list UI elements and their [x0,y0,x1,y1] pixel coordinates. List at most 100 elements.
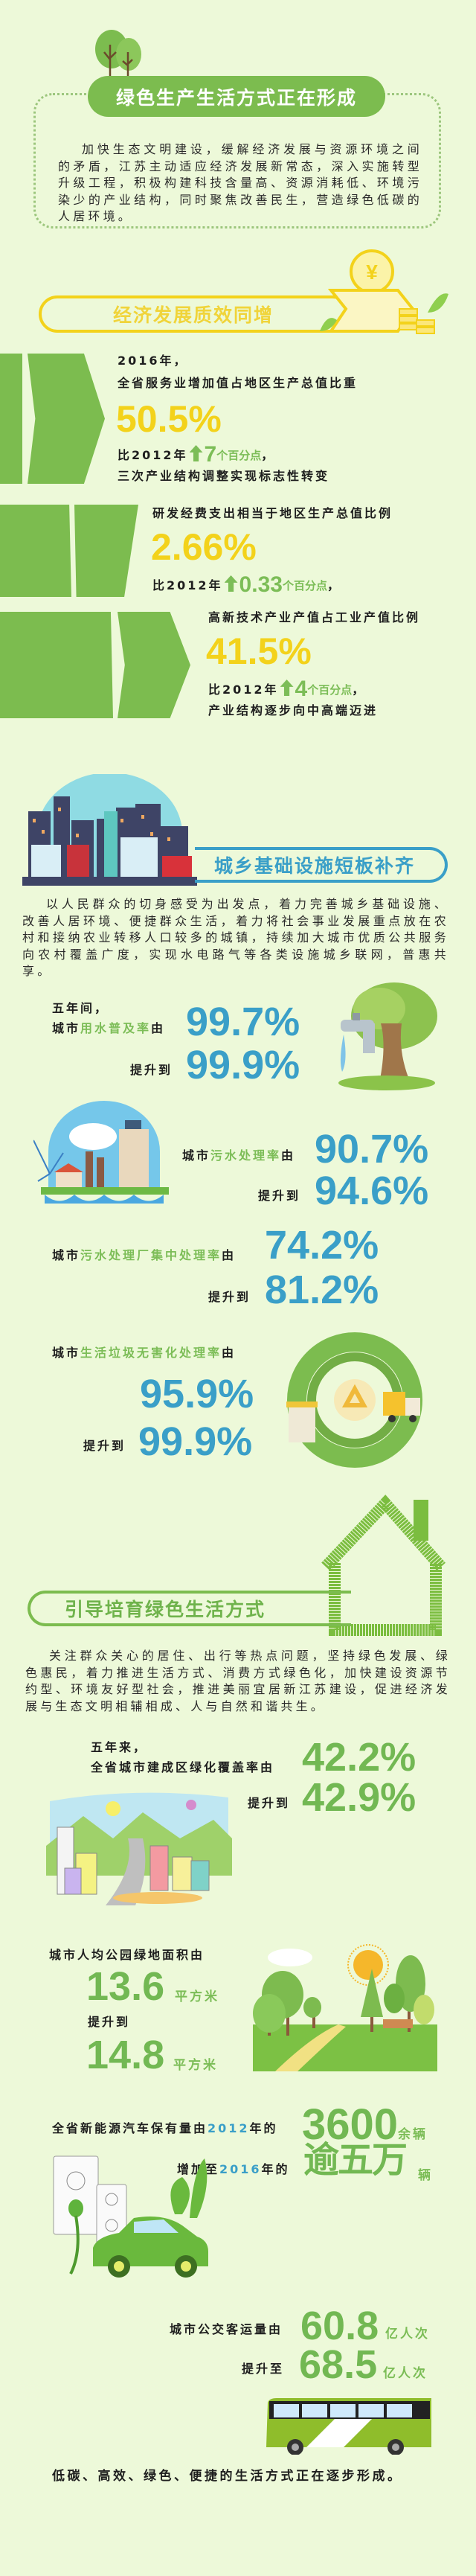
stat-label: 全省服务业增加值占地区生产总值比重 [118,376,358,390]
infrastructure-title: 城乡基础设施短板补齐 [214,855,416,877]
tap-tree-illustration [338,982,437,1090]
up-label: 增加至 [177,2162,220,2176]
economy-title: 经济发展质效同增 [113,304,274,326]
year-label: 2016 [219,2162,262,2176]
label-suffix: 由 [151,1021,166,1035]
label-prefix: 城市 [52,1346,81,1360]
stat-intro: 五年来， [91,1740,148,1754]
stat-note: 三次产业结构调整实现标志性转变 [118,469,330,483]
stat-note: 产业结构逐步向中高端迈进 [208,703,379,717]
unit-label: 余辆 [398,2127,428,2142]
stat-label: 城市生活垃圾无害化处理率由 [52,1345,236,1361]
delta-value: 4 [295,677,308,701]
stat-intro: 五年间， [52,1001,109,1015]
stat-label: 城市用水普及率由 [52,1020,165,1037]
park-illustration [253,1944,437,2071]
compare-label: 比2012年 [118,448,188,462]
delta-unit: 个百分点 [282,579,327,592]
yuan-symbol: ¥ [366,261,378,284]
year-label: 2012 [208,2121,250,2135]
stat-compare: 比2012年 0.33个百分点， [152,572,341,597]
electric-car-illustration [53,2155,208,2278]
label-suffix: 由 [281,1148,296,1163]
unit-label: 亿人次 [383,2366,428,2381]
page-title: 绿色生产生活方式正在形成 [115,86,357,109]
to-value: 42.9% [302,1775,416,1820]
from-value: 42.2% [302,1735,416,1780]
stat-label: 城市污水处理厂集中处理率由 [52,1247,236,1264]
from-value: 3600 [302,2100,399,2149]
from-value: 60.8 [300,2304,379,2348]
label-key: 污水处理厂集中处理率 [80,1248,222,1262]
to-value: 94.6% [315,1169,429,1213]
from-value: 74.2% [265,1223,379,1268]
stat-compare: 比2012年 4个百分点， [208,677,367,701]
label-prefix: 城市 [52,1021,81,1035]
main-title-banner: 绿色生产生活方式正在形成 [88,76,385,117]
up-label: 提升到 [83,1439,126,1453]
unit-label: 辆 [418,2168,433,2183]
green-life-paragraph: 关注群众关心的居住、出行等热点问题，坚持绿色发展、绿色惠民，着力推进生活方式、消… [25,1649,451,1713]
chevron-strip [0,612,113,718]
label-suffix: 年的 [249,2121,278,2135]
stat-label: 城市人均公园绿地面积由 [49,1948,205,1962]
delta-unit: 个百分点 [216,449,262,462]
label-suffix: 年的 [261,2162,290,2176]
stat-label: 高新技术产业产值占工业产值比例 [208,610,421,624]
stat-value: 41.5% [206,630,312,672]
stat-label: 增加至2016年的 [177,2161,290,2178]
infrastructure-section-title: 城乡基础设施短板补齐 [195,847,448,883]
label-prefix: 城市 [52,1248,81,1262]
comma: ， [261,448,276,462]
label-suffix: 由 [222,1248,237,1262]
unit-label: 平方米 [173,2058,218,2073]
trees-icon [95,30,141,83]
intro-paragraph: 加快生态文明建设，缓解经济发展与资源环境之间的矛盾，江苏主动适应经济发展新常态，… [58,142,422,223]
slanted-strip [74,505,138,597]
stat-compare: 比2012年 7个百分点， [118,442,276,467]
money-coins-icon: ¥ [320,249,448,334]
chevron-arrow [28,354,105,484]
up-label: 提升到 [130,1063,173,1077]
stat-label: 全省新能源汽车保有量由2012年的 [52,2120,278,2137]
chevron-arrow [118,612,190,718]
to-value: 14.8 [86,2033,165,2077]
stat-label: 城市污水处理率由 [182,1148,295,1164]
stat-value: 2.66% [151,526,257,568]
comma: ， [352,683,367,697]
label-key: 污水处理率 [210,1148,282,1163]
delta-value: 7 [204,442,217,467]
green-life-title: 引导培育绿色生活方式 [65,1599,266,1620]
from-value: 13.6 [86,1964,165,2009]
compare-label: 比2012年 [152,578,223,592]
to-value: 99.9% [138,1419,253,1464]
from-value: 90.7% [315,1127,429,1172]
infrastructure-paragraph: 以人民群众的切身感受为出发点，着力完善城乡基础设施、改善人居环境、便捷群众生活，… [22,897,449,978]
label-suffix: 由 [222,1346,237,1360]
stat-value: 50.5% [116,398,222,440]
green-city-illustration [46,1792,232,1905]
up-label: 提升到 [248,1796,291,1810]
bus-illustration [266,2398,431,2455]
delta-value: 0.33 [239,572,283,597]
compare-label: 比2012年 [208,683,279,697]
up-arrow-icon [280,680,294,696]
closing-statement: 低碳、高效、绿色、便捷的生活方式正在逐步形成。 [52,2469,403,2484]
delta-unit: 个百分点 [307,683,353,697]
up-arrow-icon [224,575,238,592]
to-value: 逾五万 [303,2139,408,2181]
chevron-strip [0,354,22,484]
up-label: 提升到 [258,1189,301,1203]
from-value: 95.9% [140,1372,254,1416]
green-life-section-title: 引导培育绿色生活方式 [28,1591,351,1626]
recycle-icon [341,1384,368,1407]
comma: ， [327,578,341,592]
from-value: 99.7% [186,1000,300,1044]
up-label: 提升至 [242,2362,285,2376]
up-arrow-icon [189,445,203,461]
stat-label: 全省城市建成区绿化覆盖率由 [91,1760,275,1774]
city-skyline-illustration [22,774,197,886]
to-value: 99.9% [186,1043,300,1087]
recycling-ring-illustration [286,1332,422,1468]
chevron-strip [0,505,71,597]
